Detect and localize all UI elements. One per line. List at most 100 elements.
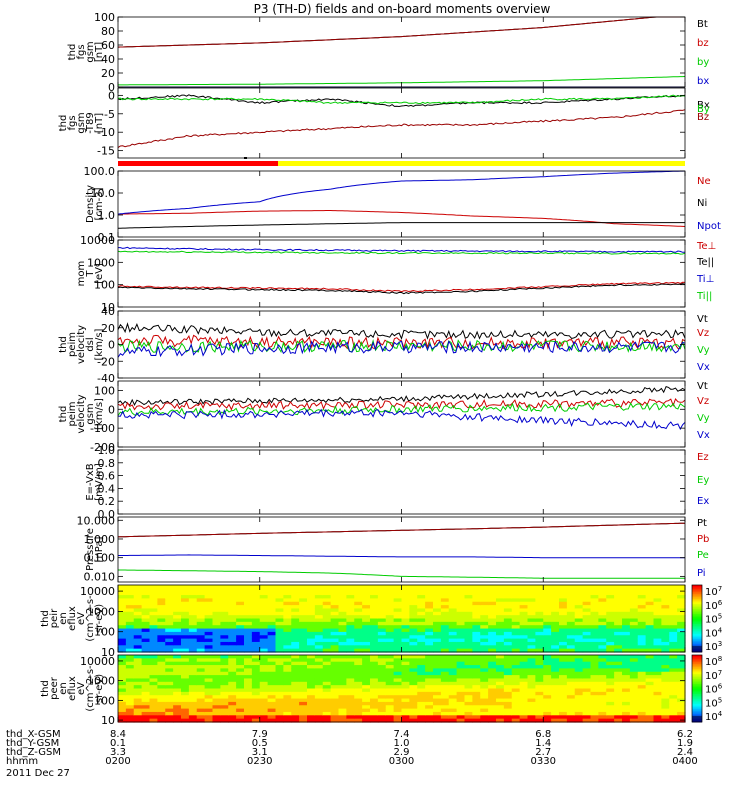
- spectrogram-cell: [606, 638, 615, 643]
- spectrogram-cell: [346, 641, 355, 646]
- spectrogram-cell: [519, 655, 529, 659]
- spectrogram-cell: [527, 668, 536, 673]
- spectrogram-cell: [149, 625, 158, 630]
- spectrogram-cell: [653, 705, 662, 710]
- colorbar-segment: [692, 708, 702, 711]
- spectrogram-cell: [480, 615, 489, 620]
- spectrogram-cell: [220, 631, 229, 636]
- spectrogram-cell: [228, 711, 237, 716]
- ephemeris-value: 0.5: [252, 738, 268, 749]
- spectrogram-cell: [440, 695, 450, 700]
- spectrogram-cell: [425, 591, 434, 596]
- spectrogram-cell: [393, 591, 403, 596]
- spectrogram-cell: [535, 605, 544, 610]
- spectrogram-cell: [637, 605, 647, 610]
- spectrogram-cell: [125, 711, 135, 716]
- spectrogram-cell: [440, 658, 450, 663]
- spectrogram-cell: [393, 701, 403, 706]
- spectrogram-cell: [598, 638, 607, 643]
- spectrogram-cell: [322, 665, 332, 669]
- colorbar-segment: [692, 693, 702, 696]
- spectrogram-cell: [118, 718, 127, 723]
- spectrogram-cell: [338, 605, 347, 610]
- spectrogram-cell: [645, 608, 655, 613]
- spectrogram-cell: [582, 705, 592, 710]
- spectrogram-cell: [220, 585, 229, 589]
- spectrogram-cell: [417, 661, 426, 666]
- spectrogram-cell: [259, 655, 269, 659]
- spectrogram-cell: [472, 628, 481, 633]
- spectrogram-cell: [228, 655, 237, 659]
- spectrogram-cell: [236, 671, 245, 676]
- colorbar-segment: [692, 640, 702, 643]
- spectrogram-cell: [236, 611, 245, 616]
- spectrogram-cell: [496, 585, 505, 589]
- spectrogram-cell: [188, 661, 198, 666]
- spectrogram-cell: [669, 718, 678, 723]
- panel-frame: [117, 239, 686, 308]
- spectrogram-cell: [244, 685, 253, 690]
- spectrogram-cell: [338, 645, 347, 650]
- spectrogram-cell: [267, 625, 277, 630]
- spectrogram-cell: [606, 608, 615, 613]
- spectrogram-cell: [330, 661, 340, 666]
- legend-Vz: Vz: [697, 396, 709, 407]
- spectrogram-cell: [496, 658, 505, 663]
- spectrogram-cell: [338, 631, 347, 636]
- colorbar-segment: [692, 585, 702, 588]
- spectrogram-cell: [133, 638, 143, 643]
- spectrogram-cell: [188, 698, 198, 703]
- spectrogram-cell: [417, 628, 426, 633]
- spectrogram-cell: [125, 618, 135, 623]
- spectrogram-cell: [551, 715, 560, 720]
- spectrogram-cell: [338, 648, 347, 653]
- spectrogram-cell: [472, 678, 481, 683]
- spectrogram-cell: [464, 681, 473, 686]
- spectrogram-cell: [574, 641, 584, 646]
- spectrogram-cell: [433, 671, 442, 676]
- y-axis-label: eV: [76, 682, 87, 695]
- y-tick-label: 0.6: [98, 470, 116, 483]
- spectrogram-cell: [157, 681, 166, 686]
- spectrogram-cell: [267, 638, 277, 643]
- spectrogram-cell: [669, 695, 678, 700]
- colorbar-tick-label: 107: [705, 669, 722, 682]
- spectrogram-cell: [346, 678, 355, 683]
- spectrogram-cell: [511, 638, 521, 643]
- spectrogram-cell: [188, 655, 198, 659]
- spectrogram-cell: [456, 665, 466, 669]
- spectrogram-cell: [425, 658, 434, 663]
- spectrogram-cell: [606, 661, 615, 666]
- spectrogram-cell: [614, 611, 623, 616]
- colorbar-segment: [692, 613, 702, 616]
- spectrogram-cell: [291, 615, 300, 620]
- spectrogram-cell: [188, 611, 198, 616]
- spectrogram-cell: [614, 658, 623, 663]
- spectrogram-cell: [417, 688, 426, 693]
- spectrogram-cell: [259, 588, 269, 593]
- colorbar-frame: [691, 584, 703, 653]
- spectrogram-cell: [149, 618, 158, 623]
- spectrogram-cell: [291, 708, 300, 713]
- spectrogram-cell: [370, 608, 379, 613]
- spectrogram-cell: [244, 708, 253, 713]
- spectrogram-cell: [614, 708, 623, 713]
- spectrogram-cell: [543, 598, 552, 603]
- spectrogram-cell: [496, 698, 505, 703]
- spectrogram-cell: [409, 658, 418, 663]
- spectrogram-cell: [244, 638, 253, 643]
- spectrogram-cell: [165, 711, 174, 716]
- spectrogram-cell: [204, 705, 214, 710]
- spectrogram-cell: [212, 618, 221, 623]
- spectrogram-cell: [196, 621, 206, 626]
- spectrogram-cell: [606, 691, 615, 696]
- spectrogram-cell: [496, 701, 505, 706]
- y-tick-label: 10.0: [91, 187, 116, 200]
- spectrogram-cell: [141, 681, 151, 686]
- spectrogram-cell: [598, 668, 607, 673]
- spectrogram-cell: [370, 628, 379, 633]
- colorbar-tick-label: 108: [705, 655, 722, 668]
- spectrogram-cell: [133, 635, 143, 640]
- spectrogram-cell: [236, 621, 245, 626]
- spectrogram-cell: [582, 621, 592, 626]
